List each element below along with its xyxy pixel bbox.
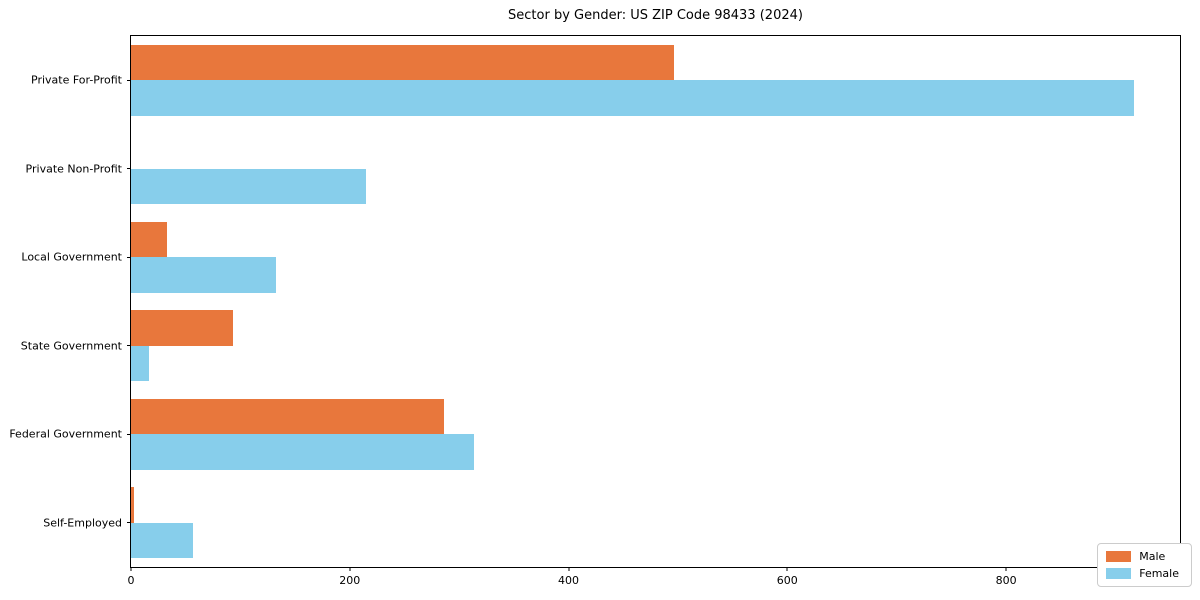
legend-item-female: Female (1106, 568, 1179, 579)
bar-female-private-non-profit (131, 168, 367, 205)
y-tick-mark-federal-government (127, 433, 131, 435)
x-tick-mark-600 (786, 567, 788, 571)
male-swatch (1106, 551, 1132, 562)
plot-area: Private For-Profit Private Non-Profit Loca… (9, 35, 1181, 587)
x-tick-label-200: 200 (339, 574, 361, 587)
bar-female-local-government (131, 257, 277, 293)
bar-female-self-employed (131, 522, 194, 559)
x-tick-mark-0 (130, 567, 132, 571)
female-swatch (1106, 568, 1132, 579)
bar-female-state-government (131, 345, 149, 382)
y-tick-label-private-non-profit: Private Non-Profit (25, 162, 122, 176)
x-tick-mark-400 (568, 567, 570, 571)
y-tick-mark-private-for-profit (127, 79, 131, 81)
bar-male-private-for-profit (131, 44, 674, 81)
y-tick-label-local-government: Local Government (21, 250, 122, 264)
y-tick-mark-self-employed (127, 522, 131, 524)
y-tick-label-state-government: State Government (20, 339, 122, 353)
bar-female-private-for-profit (131, 80, 1135, 116)
bar-male-self-employed (131, 487, 135, 523)
chart-title: Sector by Gender: US ZIP Code 98433 (202… (508, 8, 803, 23)
legend: Male Female (1097, 543, 1192, 587)
bar-male-local-government (131, 221, 168, 258)
x-tick-label-800: 800 (995, 574, 1017, 587)
y-tick-label-federal-government: Federal Government (9, 427, 122, 441)
legend-label-female: Female (1139, 567, 1179, 580)
bar-female-federal-government (131, 434, 475, 470)
y-tick-mark-local-government (127, 256, 131, 258)
legend-label-male: Male (1139, 550, 1166, 563)
x-tick-label-600: 600 (776, 574, 798, 587)
y-tick-label-private-for-profit: Private For-Profit (31, 73, 122, 87)
y-tick-label-self-employed: Self-Employed (43, 516, 122, 530)
bar-male-state-government (131, 310, 233, 346)
x-tick-label-400: 400 (558, 574, 580, 587)
legend-item-male: Male (1106, 551, 1179, 562)
x-tick-mark-800 (1005, 567, 1007, 571)
x-tick-label-0: 0 (127, 574, 135, 587)
y-tick-mark-private-non-profit (127, 168, 131, 170)
y-tick-mark-state-government (127, 345, 131, 347)
bar-male-federal-government (131, 398, 444, 435)
x-tick-mark-200 (349, 567, 351, 571)
